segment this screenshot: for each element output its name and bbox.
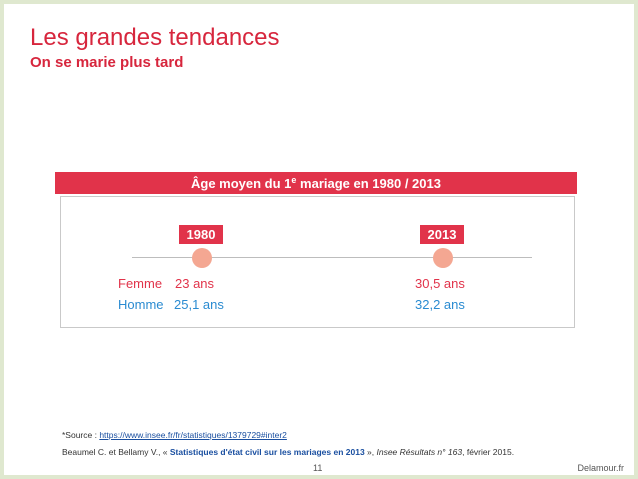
homme-2013-value: 32,2 ans <box>415 297 465 312</box>
ref-prefix: Beaumel C. et Bellamy V., « <box>62 447 170 457</box>
timeline-line <box>132 257 532 258</box>
footnotes: *Source : https://www.insee.fr/fr/statis… <box>62 427 514 461</box>
reference-line: Beaumel C. et Bellamy V., « Statistiques… <box>62 444 514 461</box>
year-badge-2013: 2013 <box>420 225 464 244</box>
year-badge-1980: 1980 <box>179 225 223 244</box>
source-link[interactable]: https://www.insee.fr/fr/statistiques/137… <box>99 430 287 440</box>
source-prefix: *Source : <box>62 430 100 440</box>
banner-superscript: e <box>291 175 297 185</box>
source-line: *Source : https://www.insee.fr/fr/statis… <box>62 427 514 444</box>
timeline-dot-1980 <box>192 248 212 268</box>
ref-middle: », <box>364 447 377 457</box>
page-subtitle: On se marie plus tard <box>30 54 184 71</box>
banner-text-suffix: mariage en 1980 / 2013 <box>296 175 441 191</box>
ref-suffix: , février 2015. <box>462 447 515 457</box>
ref-link[interactable]: Statistiques d'état civil sur les mariag… <box>169 447 365 457</box>
timeline-dot-2013 <box>433 248 453 268</box>
infographic-box <box>60 196 575 328</box>
ref-journal: Insee Résultats n° 163 <box>376 447 463 457</box>
homme-row-label: Homme <box>118 297 164 312</box>
femme-1980-value: 23 ans <box>175 276 215 291</box>
banner-text-prefix: Âge moyen du 1 <box>191 175 292 191</box>
page-number: 11 <box>313 463 323 473</box>
brand-label: Delamour.fr <box>577 463 624 473</box>
femme-2013-value: 30,5 ans <box>415 276 465 291</box>
homme-1980-value: 25,1 ans <box>174 297 224 312</box>
page-title: Les grandes tendances <box>30 24 280 51</box>
femme-row-label: Femme <box>118 276 163 291</box>
